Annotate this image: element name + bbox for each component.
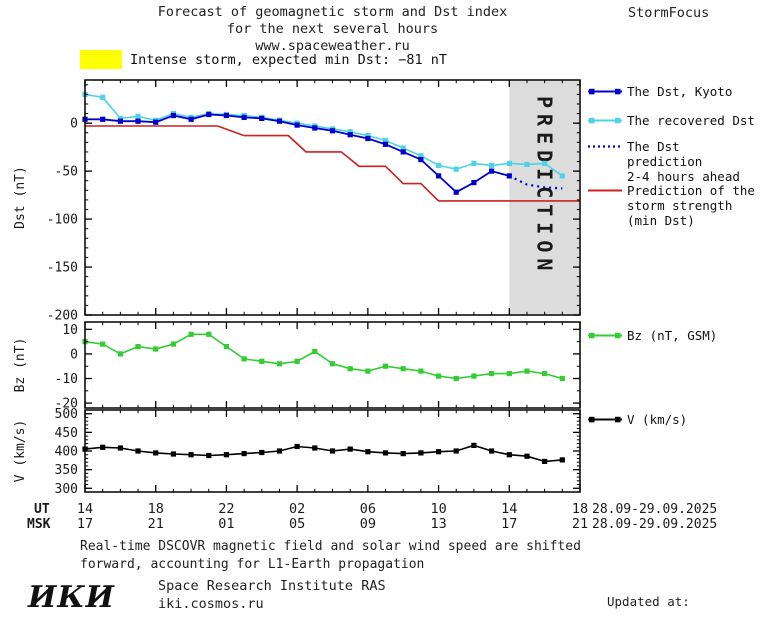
title-line-1: Forecast of geomagnetic storm and Dst in… [157, 4, 508, 20]
legend-dst-kyoto: The Dst, Kyoto [588, 84, 732, 99]
footer-note-line-2: forward, accounting for L1-Earth propaga… [80, 556, 425, 572]
svg-text:18: 18 [572, 501, 588, 517]
legend-dst-kyoto-label: The Dst, Kyoto [627, 84, 733, 99]
svg-text:10: 10 [62, 323, 78, 338]
v-swatch-icon [588, 416, 622, 423]
recovered-dst-swatch-icon [588, 117, 622, 124]
svg-text:01: 01 [218, 516, 234, 532]
svg-text:500: 500 [55, 407, 78, 422]
legend-recovered-dst-label: The recovered Dst [627, 113, 755, 128]
svg-text:21: 21 [572, 516, 588, 532]
title-line-2: for the next several hours [226, 21, 439, 37]
storm-alert: Intense storm, expected min Dst: −81 nT [80, 50, 447, 69]
page-title: Forecast of geomagnetic storm and Dst in… [85, 4, 580, 55]
svg-text:350: 350 [55, 463, 78, 478]
storm-strength-swatch-icon [588, 189, 622, 192]
legend-bz: Bz (nT, GSM) [588, 328, 717, 343]
svg-text:-100: -100 [47, 213, 78, 228]
svg-text:02: 02 [289, 501, 305, 517]
svg-text:28.09-29.09.2025: 28.09-29.09.2025 [592, 502, 717, 517]
svg-text:13: 13 [430, 516, 446, 532]
svg-text:0: 0 [70, 347, 78, 362]
svg-text:09: 09 [360, 516, 376, 532]
legend-bz-label: Bz (nT, GSM) [627, 328, 718, 343]
dst-kyoto-swatch-icon [588, 88, 622, 95]
svg-text:05: 05 [289, 516, 305, 532]
svg-text:400: 400 [55, 445, 78, 460]
updated-block: Updated at: UT 14:05, 29.09.2025 MSK 17:… [597, 562, 755, 620]
updated-label: Updated at: [607, 594, 690, 609]
footer-note-line-1: Real-time DSCOVR magnetic field and sola… [80, 539, 581, 554]
footer-note: Real-time DSCOVR magnetic field and sola… [80, 538, 581, 573]
legend-dst-prediction-label-1: The Dst prediction [627, 139, 703, 169]
legend-v-label: V (km/s) [627, 412, 688, 427]
dst-prediction-swatch-icon [588, 145, 622, 148]
legend-dst-prediction-label-2: 2-4 hours ahead [627, 169, 740, 184]
institute-site: iki.cosmos.ru [158, 596, 264, 612]
svg-text:28.09-29.09.2025: 28.09-29.09.2025 [592, 517, 717, 532]
svg-text:UT: UT [34, 502, 50, 517]
svg-text:-50: -50 [55, 165, 78, 180]
svg-text:0: 0 [70, 117, 78, 132]
legend-dst-prediction: The Dst prediction 2-4 hours ahead [588, 139, 760, 184]
legend-storm-strength: Prediction of the storm strength (min Ds… [588, 183, 755, 228]
svg-text:Bz (nT): Bz (nT) [13, 338, 28, 393]
svg-text:-150: -150 [47, 261, 78, 276]
legend-storm-strength-label-3: (min Dst) [627, 213, 695, 228]
title-url: www.spaceweather.ru [255, 38, 410, 54]
svg-text:Dst (nT): Dst (nT) [13, 166, 28, 229]
storm-level-swatch [80, 50, 122, 69]
svg-text:450: 450 [55, 426, 78, 441]
svg-text:17: 17 [77, 516, 93, 532]
legend-storm-strength-label-2: storm strength [627, 198, 733, 213]
svg-text:22: 22 [218, 501, 234, 517]
svg-text:300: 300 [55, 482, 78, 497]
svg-text:14: 14 [77, 501, 93, 517]
svg-text:-20: -20 [55, 397, 78, 412]
storm-alert-text: Intense storm, expected min Dst: −81 nT [130, 51, 447, 68]
svg-text:17: 17 [501, 516, 517, 532]
svg-text:-200: -200 [47, 309, 78, 324]
legend-v: V (km/s) [588, 412, 687, 427]
bz-swatch-icon [588, 332, 622, 339]
svg-text:14: 14 [501, 501, 517, 517]
svg-text:21: 21 [148, 516, 164, 532]
svg-text:18: 18 [148, 501, 164, 517]
legend-storm-strength-label-1: Prediction of the [627, 183, 755, 198]
svg-text:10: 10 [430, 501, 446, 517]
iki-logo: ИКИ [28, 580, 115, 615]
brand-stormfocus: StormFocus [628, 5, 710, 21]
svg-text:PREDICTION: PREDICTION [533, 96, 557, 276]
svg-text:MSK: MSK [27, 517, 51, 532]
legend-recovered-dst: The recovered Dst [588, 113, 755, 128]
institute-name: Space Research Institute RAS [158, 578, 386, 594]
svg-text:-10: -10 [55, 372, 78, 387]
svg-text:06: 06 [360, 501, 376, 517]
svg-text:V (km/s): V (km/s) [13, 420, 28, 483]
